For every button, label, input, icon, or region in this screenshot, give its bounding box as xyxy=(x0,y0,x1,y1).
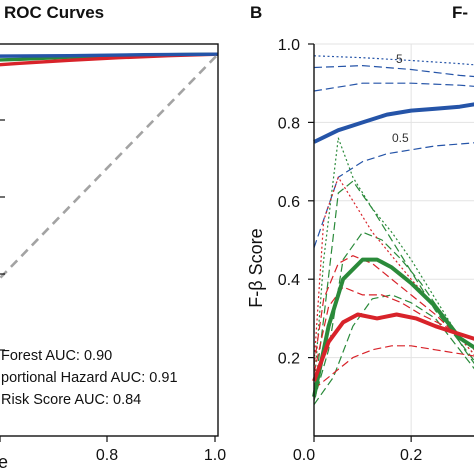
fbeta-series-12 xyxy=(313,255,474,366)
roc-plot-frame xyxy=(0,43,219,437)
beta-annotation-0-5: 0.5 xyxy=(392,131,409,145)
fbeta-series-0 xyxy=(313,102,474,144)
roc-x-tick-label: 1.0 xyxy=(204,447,226,464)
roc-reference-line xyxy=(0,53,219,280)
fbeta-y-tick-label: 1.0 xyxy=(278,37,300,54)
fbeta-series-1 xyxy=(313,55,474,66)
fbeta-series-10 xyxy=(312,312,474,382)
fbeta-series-5 xyxy=(312,257,474,398)
roc-legend-entry: Risk Score AUC: 0.84 xyxy=(1,392,141,408)
fbeta-series-11 xyxy=(313,176,474,366)
roc-title: ROC Curves xyxy=(4,3,104,22)
fbeta-series-4 xyxy=(313,142,474,248)
fbeta-y-axis-label: F-β Score xyxy=(246,228,266,307)
fbeta-title: F- xyxy=(452,3,468,22)
fbeta-series-9 xyxy=(313,294,474,405)
fbeta-series-14 xyxy=(313,345,474,390)
roc-x-axis-label: e xyxy=(0,452,8,472)
fbeta-y-tick-label: 0.6 xyxy=(278,194,300,211)
fbeta-y-tick-label: 0.2 xyxy=(278,351,300,368)
fbeta-series-6 xyxy=(313,137,474,390)
roc-curve-2 xyxy=(0,52,219,58)
fbeta-y-tick-label: 0.8 xyxy=(278,115,300,132)
fbeta-series-3 xyxy=(313,82,474,92)
fbeta-series-2 xyxy=(313,65,474,78)
roc-x-tick-label: 0.8 xyxy=(96,447,118,464)
fbeta-y-tick-label: 0.4 xyxy=(278,272,300,289)
fbeta-x-tick-label: 0.0 xyxy=(293,447,315,464)
beta-annotation-5: 5 xyxy=(396,52,403,66)
roc-panel: ROC Curves 60.81.0 Forest AUC: 0.90porti… xyxy=(0,3,226,472)
panel-label-b: B xyxy=(250,3,262,22)
roc-legend-entry: Forest AUC: 0.90 xyxy=(1,348,112,364)
fbeta-panel: B F- 0.2 0.4 0.6 0.8 1.0 0.0 0.2 F-β Score 5 0… xyxy=(246,3,474,464)
roc-legend-entry: portional Hazard AUC: 0.91 xyxy=(1,370,178,386)
fbeta-x-tick-label: 0.2 xyxy=(400,447,422,464)
